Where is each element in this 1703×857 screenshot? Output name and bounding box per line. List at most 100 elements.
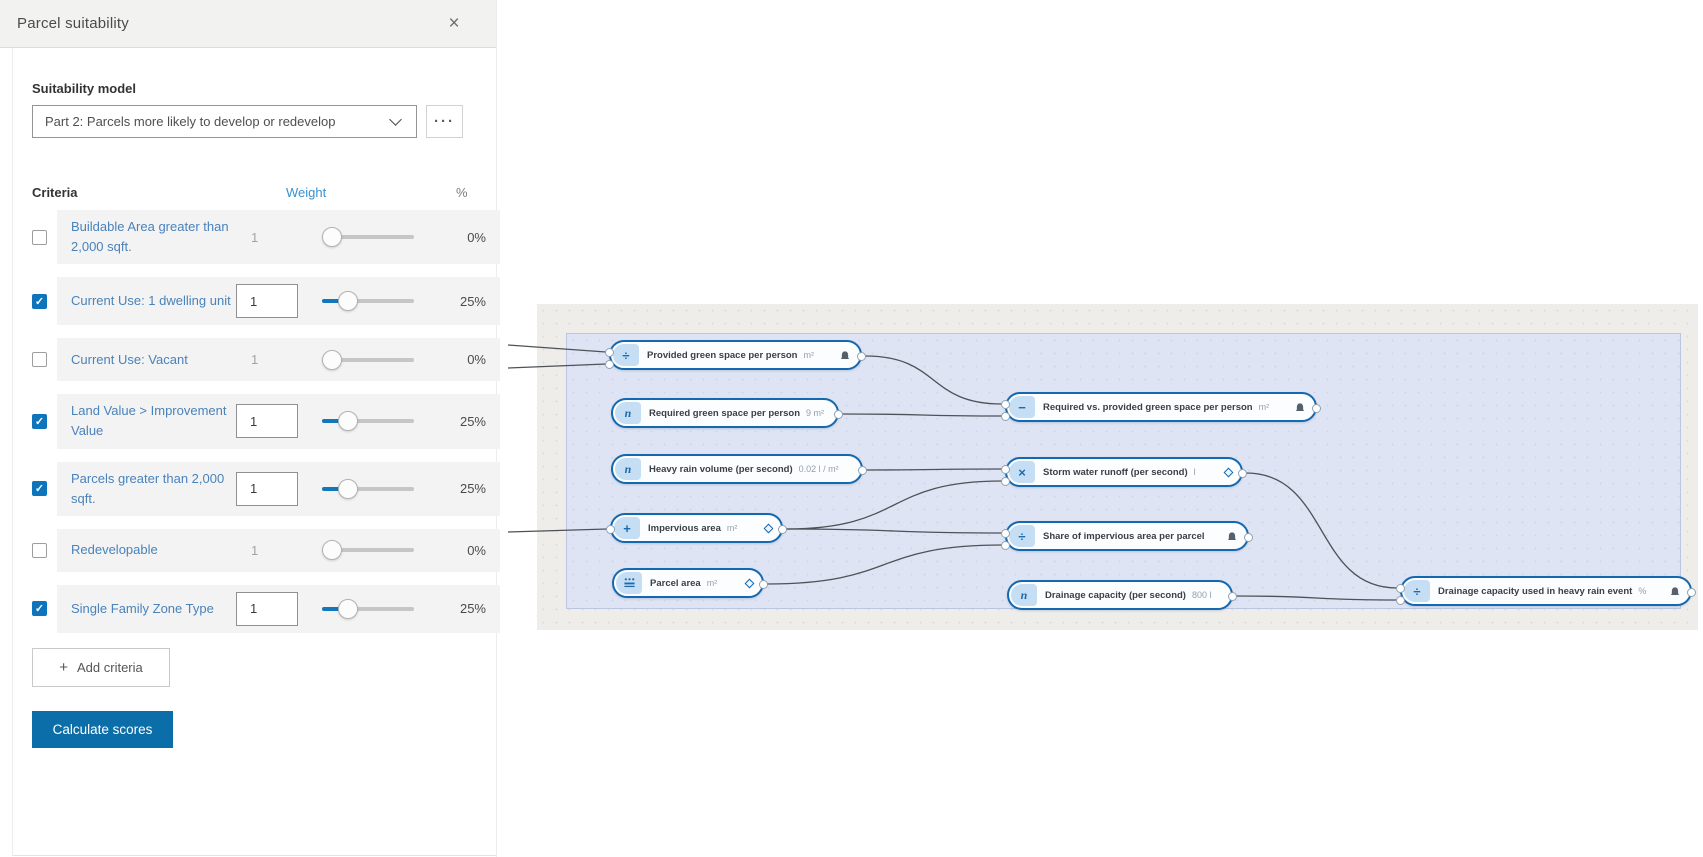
slider-knob[interactable]	[322, 227, 342, 248]
criteria-percent: 0%	[467, 229, 486, 245]
plus-icon: +	[59, 658, 68, 676]
model-row: Part 2: Parcels more likely to develop o…	[32, 105, 496, 138]
output-port[interactable]	[1238, 469, 1247, 478]
slider-knob[interactable]	[338, 411, 358, 432]
node-unit: l	[1193, 467, 1196, 477]
node-inner: n Required green space per person 9 m²	[615, 402, 835, 424]
weight-value: 1	[251, 352, 259, 368]
criteria-weight	[236, 471, 314, 506]
criteria-label-link[interactable]: Current Use: Vacant	[71, 351, 188, 367]
criteria-checkbox[interactable]	[32, 352, 47, 368]
weight-column-label[interactable]: Weight	[286, 185, 327, 200]
output-port[interactable]	[1687, 588, 1696, 597]
input-port[interactable]	[1001, 465, 1010, 474]
criteria-label-link[interactable]: Buildable Area greater than 2,000 sqft.	[71, 219, 229, 255]
slider-knob[interactable]	[322, 349, 342, 370]
criteria-row: ✓ Current Use: 1 dwelling unit 25%	[32, 277, 500, 326]
output-port[interactable]	[759, 580, 768, 589]
criteria-label-link[interactable]: Parcels greater than 2,000 sqft.	[71, 470, 225, 506]
input-port[interactable]	[606, 525, 615, 534]
input-port[interactable]	[1001, 477, 1010, 486]
model-node-impervious-area[interactable]: + Impervious area m²	[606, 513, 787, 543]
output-port[interactable]	[834, 410, 843, 419]
criteria-checkbox[interactable]	[32, 542, 47, 558]
model-node-storm-water-runoff[interactable]: × Storm water runoff (per second) l	[1001, 457, 1247, 487]
weight-slider[interactable]	[322, 410, 422, 432]
n-icon: n	[615, 402, 641, 424]
criteria-checkbox[interactable]: ✓	[32, 601, 47, 617]
model-node-parcel-area[interactable]: Parcel area m²	[612, 568, 768, 598]
add-criteria-label: Add criteria	[77, 659, 143, 675]
model-node-required-green-space[interactable]: n Required green space per person 9 m²	[611, 398, 843, 428]
criteria-checkbox[interactable]	[32, 229, 47, 245]
input-port[interactable]	[1001, 541, 1010, 550]
criteria-checkbox[interactable]: ✓	[32, 413, 47, 429]
weight-slider[interactable]	[322, 349, 422, 371]
weight-slider[interactable]	[322, 539, 422, 561]
slider-track[interactable]	[322, 486, 414, 491]
model-node-heavy-rain-volume[interactable]: n Heavy rain volume (per second) 0.02 l …	[611, 454, 867, 484]
input-port[interactable]	[1001, 400, 1010, 409]
slider-fill	[322, 419, 348, 424]
criteria-checkbox[interactable]: ✓	[32, 293, 47, 309]
slider-track[interactable]	[322, 299, 414, 304]
weight-slider[interactable]	[322, 598, 422, 620]
model-node-required-vs-provided[interactable]: − Required vs. provided green space per …	[1001, 392, 1321, 422]
model-node-provided-green-space[interactable]: ÷ Provided green space per person m²	[605, 340, 866, 370]
slider-track[interactable]	[322, 419, 414, 424]
weight-input[interactable]	[236, 284, 298, 319]
input-port[interactable]	[605, 360, 614, 369]
input-port[interactable]	[1396, 584, 1405, 593]
output-port[interactable]	[1244, 533, 1253, 542]
criteria-label-link[interactable]: Current Use: 1 dwelling unit	[71, 293, 231, 309]
input-port[interactable]	[1001, 412, 1010, 421]
model-node-share-of-impervious-area[interactable]: ÷ Share of impervious area per parcel	[1001, 521, 1253, 551]
input-port[interactable]	[605, 348, 614, 357]
node-unit: 0.02 l / m²	[798, 464, 839, 474]
weight-input[interactable]	[236, 591, 298, 626]
output-port[interactable]	[857, 352, 866, 361]
add-criteria-button[interactable]: + Add criteria	[32, 647, 170, 687]
bell-icon	[840, 350, 850, 359]
calculate-scores-button[interactable]: Calculate scores	[32, 710, 173, 748]
input-port[interactable]	[1396, 596, 1405, 605]
divide-icon: ÷	[1009, 525, 1035, 547]
criteria-label-link[interactable]: Single Family Zone Type	[71, 600, 214, 616]
slider-track[interactable]	[322, 235, 414, 240]
criteria-label-link[interactable]: Redevelopable	[71, 542, 158, 558]
more-options-button[interactable]: ···	[426, 105, 463, 138]
slider-track[interactable]	[322, 606, 414, 611]
weight-input[interactable]	[236, 471, 298, 506]
criteria-weight	[236, 591, 314, 626]
model-node-drainage-capacity-used[interactable]: ÷ Drainage capacity used in heavy rain e…	[1396, 576, 1696, 606]
output-port[interactable]	[778, 525, 787, 534]
criteria-label-link[interactable]: Land Value > Improvement Value	[71, 403, 227, 439]
output-port[interactable]	[1228, 592, 1237, 601]
weight-input[interactable]	[236, 404, 298, 439]
node-label: Required vs. provided green space per pe…	[1043, 401, 1253, 413]
criteria-row-box: Redevelopable 1 0%	[57, 528, 500, 572]
node-label: Share of impervious area per parcel	[1043, 530, 1205, 542]
output-port[interactable]	[1312, 404, 1321, 413]
weight-value: 1	[251, 542, 259, 558]
slider-knob[interactable]	[338, 291, 358, 312]
output-port[interactable]	[858, 466, 867, 475]
n-icon: n	[615, 458, 641, 480]
input-port[interactable]	[1001, 529, 1010, 538]
criteria-checkbox[interactable]: ✓	[32, 481, 47, 497]
node-unit: 9 m²	[806, 408, 824, 418]
close-icon[interactable]: ×	[448, 13, 460, 34]
slider-track[interactable]	[322, 548, 414, 553]
slider-knob[interactable]	[338, 598, 358, 619]
weight-slider[interactable]	[322, 478, 422, 500]
node-inner: − Required vs. provided green space per …	[1009, 396, 1313, 418]
node-inner: n Heavy rain volume (per second) 0.02 l …	[615, 458, 859, 480]
suitability-model-dropdown[interactable]: Part 2: Parcels more likely to develop o…	[32, 105, 417, 138]
weight-slider[interactable]	[322, 290, 422, 312]
criteria-weight: 1	[236, 230, 314, 245]
slider-track[interactable]	[322, 357, 414, 362]
weight-slider[interactable]	[322, 226, 422, 248]
slider-knob[interactable]	[322, 540, 342, 561]
slider-knob[interactable]	[338, 478, 358, 499]
model-node-drainage-capacity[interactable]: n Drainage capacity (per second) 800 l	[1007, 580, 1237, 610]
